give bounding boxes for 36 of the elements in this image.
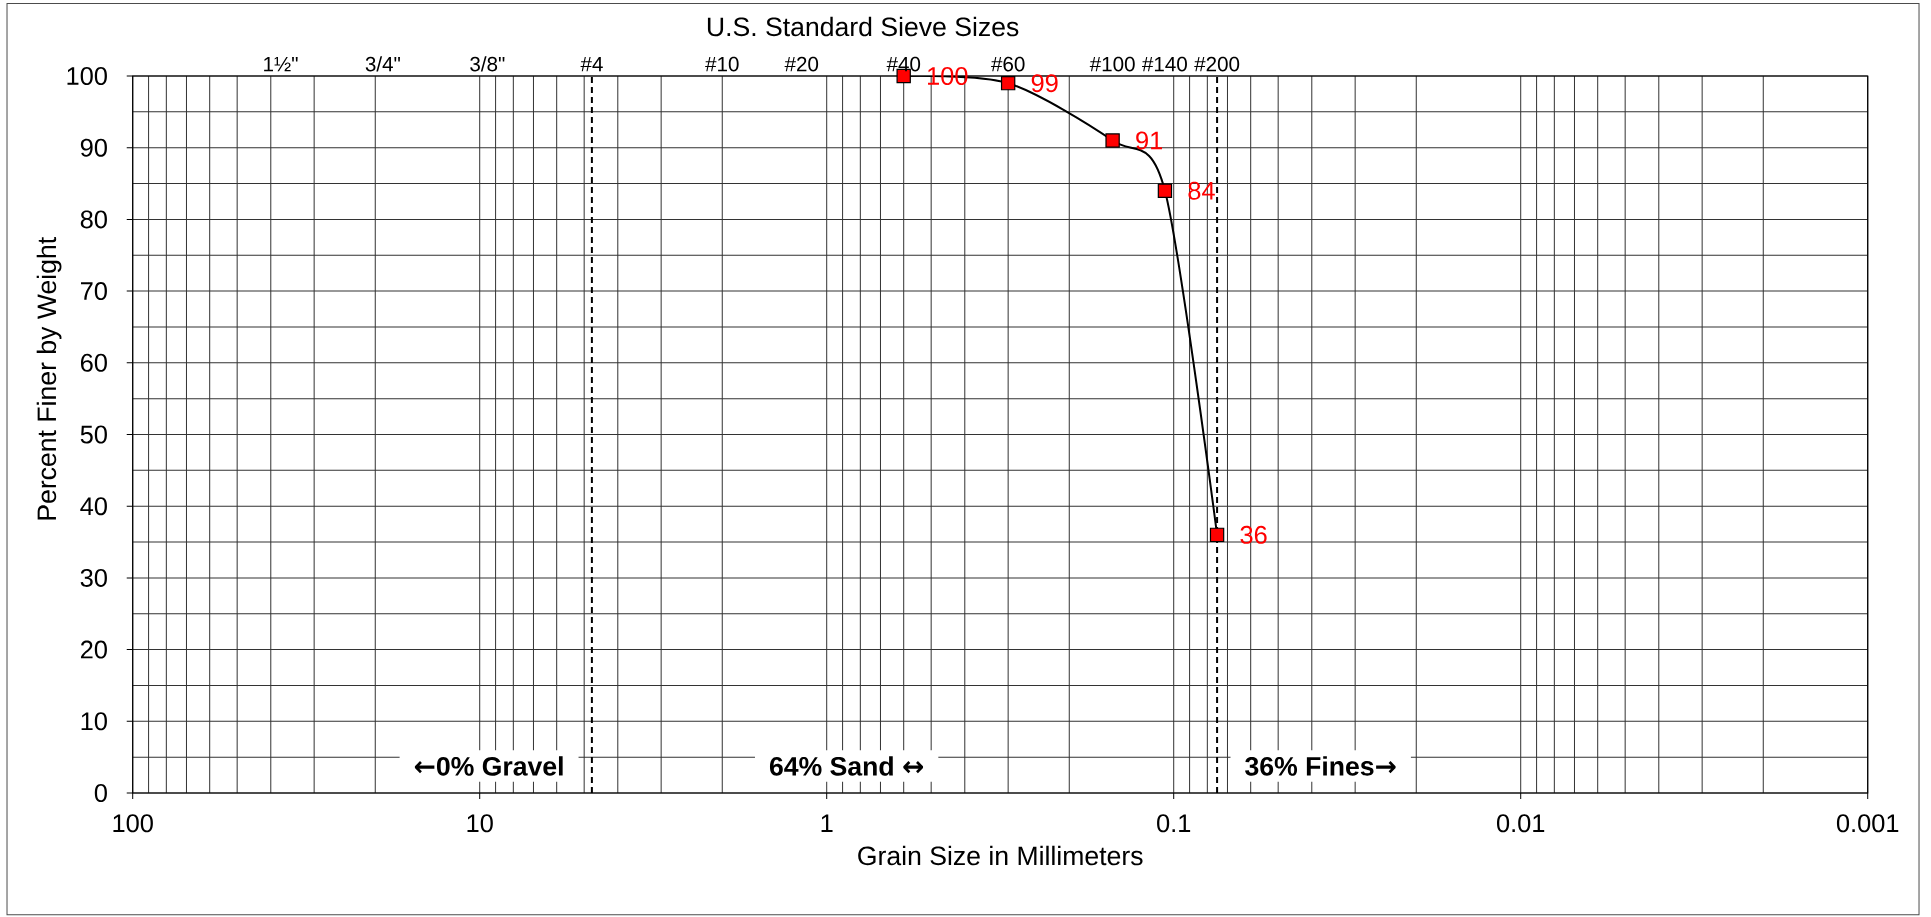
x-tick-label: 100 [113, 814, 153, 833]
text: #20 [784, 56, 819, 72]
annotation: ←0% Gravel [414, 756, 563, 776]
y-tick-label: 90 [80, 138, 107, 157]
chart-title: U.S. Standard Sieve Sizes [707, 16, 1019, 37]
text: #140 [1142, 56, 1187, 72]
x-axis-title: Grain Size in Millimeters [858, 845, 1143, 866]
text: 3/8" [470, 56, 505, 72]
x-tick-label: 0.1 [1157, 814, 1191, 833]
text: #4 [580, 57, 603, 72]
y-tick-label: 40 [80, 497, 107, 516]
y-tick-label: 10 [81, 712, 107, 731]
y-tick-label: 80 [80, 210, 107, 229]
y-tick-label: 100 [67, 66, 107, 85]
y-tick-label: 20 [80, 640, 107, 659]
text: #10 [705, 56, 739, 72]
y-tick-label: 70 [81, 282, 107, 301]
text: #100 [1089, 56, 1135, 72]
y-tick-label: 60 [80, 353, 107, 372]
y-tick-label: 50 [80, 425, 107, 444]
data-label: 99 [1031, 74, 1058, 93]
text: #60 [991, 56, 1025, 72]
annotation: 64% Sand ↔ [769, 756, 924, 776]
y-tick-label: 30 [80, 568, 107, 587]
annotation: 36% Fines→ [1245, 756, 1396, 776]
x-tick-label: 1 [821, 814, 833, 832]
text: #200 [1194, 56, 1240, 72]
x-tick-label: 0.001 [1836, 814, 1899, 833]
y-tick-label: 0 [94, 783, 107, 802]
y-axis-title: Percent Finer by Weight [36, 237, 62, 520]
data-label: 91 [1136, 131, 1163, 150]
text: 1½" [264, 57, 298, 72]
x-tick-label: 10 [467, 814, 493, 833]
text: #40 [886, 56, 921, 72]
x-tick-label: 0.01 [1496, 814, 1545, 833]
text: 3/4" [365, 56, 400, 72]
